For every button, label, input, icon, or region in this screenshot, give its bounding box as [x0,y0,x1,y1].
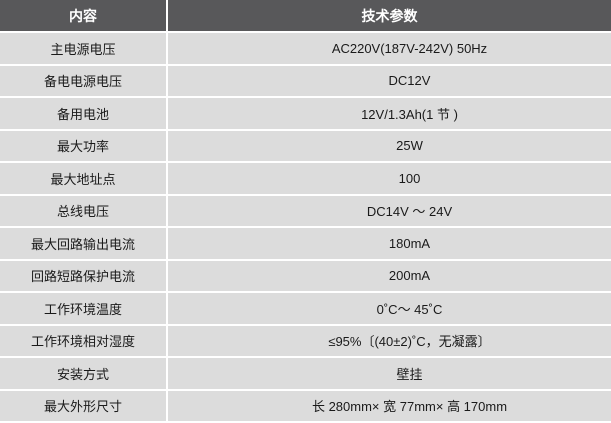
item-name: 最大功率 [0,129,168,163]
table-row: 主电源电压 AC220V(187V-242V) 50Hz [0,32,611,66]
item-value: DC14V ～ 24V [167,194,611,228]
item-value: 长 280mm× 宽 77mm× 高 170mm [167,389,611,423]
item-value: 12V/1.3Ah(1 节 ) [167,97,611,131]
item-name: 最大回路输出电流 [0,227,168,261]
item-value: 100 [167,162,611,196]
table-row: 工作环境相对湿度 ≤95%〔(40±2)˚C，无凝露〕 [0,324,611,358]
table-row: 最大功率 25W [0,129,611,163]
item-name: 最大地址点 [0,162,168,196]
item-value: 180mA [167,227,611,261]
item-value: 200mA [167,259,611,293]
item-value: 0˚C～ 45˚C [167,292,611,326]
table-row: 备电电源电压 DC12V [0,64,611,98]
table-row: 回路短路保护电流 200mA [0,259,611,293]
item-name: 回路短路保护电流 [0,259,168,293]
header-row: 内容 技术参数 [0,0,611,33]
table-row: 备用电池 12V/1.3Ah(1 节 ) [0,97,611,131]
item-name: 总线电压 [0,194,168,228]
item-value: 壁挂 [167,357,611,391]
item-value: AC220V(187V-242V) 50Hz [167,32,611,66]
item-name: 最大外形尺寸 [0,389,168,423]
item-name: 备电电源电压 [0,64,168,98]
header-content: 内容 [0,0,168,33]
item-name: 主电源电压 [0,32,168,66]
item-value: ≤95%〔(40±2)˚C，无凝露〕 [167,324,611,358]
item-value: DC12V [167,64,611,98]
table-row: 最大地址点 100 [0,162,611,196]
table-row: 工作环境温度 0˚C～ 45˚C [0,292,611,326]
table-row: 最大回路输出电流 180mA [0,227,611,261]
item-value: 25W [167,129,611,163]
table-row: 安装方式 壁挂 [0,357,611,391]
item-name: 工作环境温度 [0,292,168,326]
table-row: 总线电压 DC14V ～ 24V [0,194,611,228]
header-parameters: 技术参数 [167,0,611,33]
table-row: 最大外形尺寸长 280mm× 宽 77mm× 高 170mm [0,389,611,423]
item-name: 备用电池 [0,97,168,131]
item-name: 工作环境相对湿度 [0,324,168,358]
item-name: 安装方式 [0,357,168,391]
